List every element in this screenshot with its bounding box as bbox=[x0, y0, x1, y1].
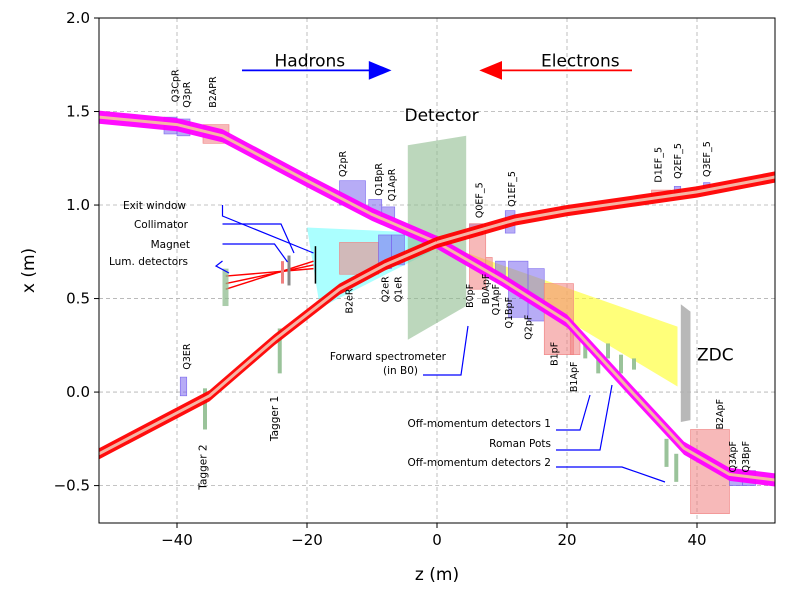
electron-beam-outgoing-core bbox=[99, 241, 438, 456]
zdc-block bbox=[680, 304, 691, 422]
off-momentum-2-label: Off-momentum detectors 2 bbox=[408, 457, 551, 469]
forward-spectrometer-label-line2: (in B0) bbox=[383, 365, 418, 377]
detector-region-bottom bbox=[407, 238, 467, 340]
x-tick-label: 40 bbox=[687, 531, 706, 549]
magnet-label-b1pf: B1pF bbox=[549, 342, 560, 366]
luminosity-ray bbox=[225, 264, 314, 285]
magnet-label-q3pr: Q3pR bbox=[182, 81, 193, 108]
magnet-label-q3er: Q3ER bbox=[182, 343, 193, 370]
y-tick-label: 0.5 bbox=[66, 290, 90, 308]
y-tick-label: 0.0 bbox=[66, 383, 90, 401]
x-tick-label: −40 bbox=[161, 531, 193, 549]
electron-arrow-head bbox=[479, 61, 502, 80]
y-tick-label: −0.5 bbox=[54, 477, 90, 495]
electron-beam-incoming-core bbox=[436, 175, 775, 244]
magnet-label-q3apf: Q3ApF bbox=[728, 441, 739, 473]
roman-pot-3 bbox=[619, 354, 623, 374]
x-tick-label: 20 bbox=[557, 531, 576, 549]
roman-pot-1 bbox=[596, 350, 601, 374]
exit-window-label: Exit window bbox=[123, 200, 186, 212]
magnet-label-b0apf: B0ApF bbox=[481, 274, 492, 305]
magnet-label-q1apf: Q1ApF bbox=[491, 284, 502, 316]
magnet-label-b0pf: B0pF bbox=[465, 284, 476, 308]
x-tick-label: 0 bbox=[432, 531, 442, 549]
off-momentum-det-1 bbox=[583, 343, 588, 359]
collimator-label: Collimator bbox=[134, 219, 189, 231]
roman-pot-4 bbox=[632, 358, 636, 370]
x-axis-label: z (m) bbox=[415, 565, 459, 585]
magnet-label-q3bpf: Q3BpF bbox=[741, 441, 752, 473]
exit-window-leader bbox=[221, 205, 314, 254]
off-momentum-2-leader bbox=[556, 466, 666, 483]
magnet-label-q0ef-5: Q0EF_5 bbox=[475, 182, 486, 218]
tagger-1-label: Tagger 1 bbox=[269, 396, 281, 442]
magnet-label-d1ef-5: D1EF_5 bbox=[653, 147, 664, 183]
magnet-label-q2pf: Q2pF bbox=[523, 315, 534, 340]
off-momentum-1-leader bbox=[556, 394, 591, 431]
y-axis-label: x (m) bbox=[19, 248, 39, 293]
magnet-label-q2ef-5: Q2EF_5 bbox=[673, 143, 684, 179]
magnet-label-q1bpf: Q1BpF bbox=[504, 297, 515, 329]
magnet-label-q3ef-5: Q3EF_5 bbox=[702, 141, 713, 177]
zdc-label: ZDC bbox=[697, 345, 734, 365]
roman-pots-label: Roman Pots bbox=[489, 438, 551, 450]
y-tick-label: 2.0 bbox=[66, 9, 90, 27]
hadron-arrow-head bbox=[368, 61, 392, 80]
lum-detector-block bbox=[222, 268, 229, 307]
electrons-label: Electrons bbox=[541, 52, 620, 72]
magnet-label-b2apf: B2ApF bbox=[715, 399, 726, 430]
axes: −40 −20 0 20 40 −0.5 0.0 0.5 1.0 1.5 2.0 z (m) x (m) bbox=[19, 9, 776, 585]
magnet-label-b2apr: B2APR bbox=[208, 76, 219, 108]
hadron-beam-outgoing-core bbox=[436, 241, 775, 482]
electron-beam-outgoing bbox=[99, 236, 437, 460]
annotations: Hadrons Electrons Detector ZDC Q3CpR Q3pR B2AP… bbox=[109, 52, 752, 491]
hadrons-label: Hadrons bbox=[275, 52, 346, 72]
magnet-label-b1apf: B1ApF bbox=[569, 362, 580, 393]
magnet-label-q1bpr: Q1BpR bbox=[374, 163, 385, 196]
lum-magnet-block bbox=[281, 261, 284, 284]
magnet-label-b2er: B2eR bbox=[345, 288, 356, 313]
magnet-label-q3cpr: Q3CpR bbox=[170, 69, 181, 102]
lum-detectors-label: Lum. detectors bbox=[109, 256, 188, 268]
detector-region-top bbox=[407, 135, 467, 239]
electron-beam-incoming bbox=[437, 171, 775, 249]
forward-spectrometer-label-line1: Forward spectrometer bbox=[330, 351, 447, 363]
magnet-label-q2pr: Q2pR bbox=[338, 150, 349, 177]
magnet-label-q1er: Q1eR bbox=[393, 276, 404, 302]
detector-label: Detector bbox=[405, 106, 479, 126]
magnet-q3er bbox=[179, 376, 188, 397]
lum-detectors-leader bbox=[214, 260, 230, 274]
tagger-1 bbox=[277, 328, 282, 374]
magnet-label-q1apr: Q1ApR bbox=[387, 168, 398, 201]
off-momentum-det-2a bbox=[664, 438, 669, 467]
hadron-beam-incoming bbox=[99, 110, 437, 249]
off-momentum-1-label: Off-momentum detectors 1 bbox=[408, 418, 551, 430]
forward-spectrometer-leader bbox=[423, 325, 469, 376]
tagger-2 bbox=[203, 388, 207, 430]
magnet-label-q1ef-5: Q1EF_5 bbox=[507, 171, 518, 207]
y-tick-label: 1.5 bbox=[66, 103, 90, 121]
luminosity-ray bbox=[225, 267, 314, 277]
tagger-2-label: Tagger 2 bbox=[197, 444, 209, 490]
magnet-label: Magnet bbox=[151, 239, 190, 251]
collimator-block bbox=[287, 255, 291, 286]
plot-area bbox=[99, 110, 775, 514]
luminosity-ray bbox=[225, 260, 314, 290]
x-tick-label: −20 bbox=[291, 531, 323, 549]
off-momentum-det-2b bbox=[674, 453, 679, 482]
y-tick-label: 1.0 bbox=[66, 196, 90, 214]
roman-pots-leader bbox=[556, 384, 613, 451]
collimator-leader bbox=[222, 223, 295, 254]
roman-pot-2 bbox=[606, 343, 610, 359]
hadron-beam-outgoing bbox=[437, 235, 775, 487]
hadron-beam-incoming-core bbox=[99, 115, 438, 244]
magnet-leader bbox=[222, 243, 288, 263]
magnet-label-q2er: Q2eR bbox=[380, 276, 391, 302]
